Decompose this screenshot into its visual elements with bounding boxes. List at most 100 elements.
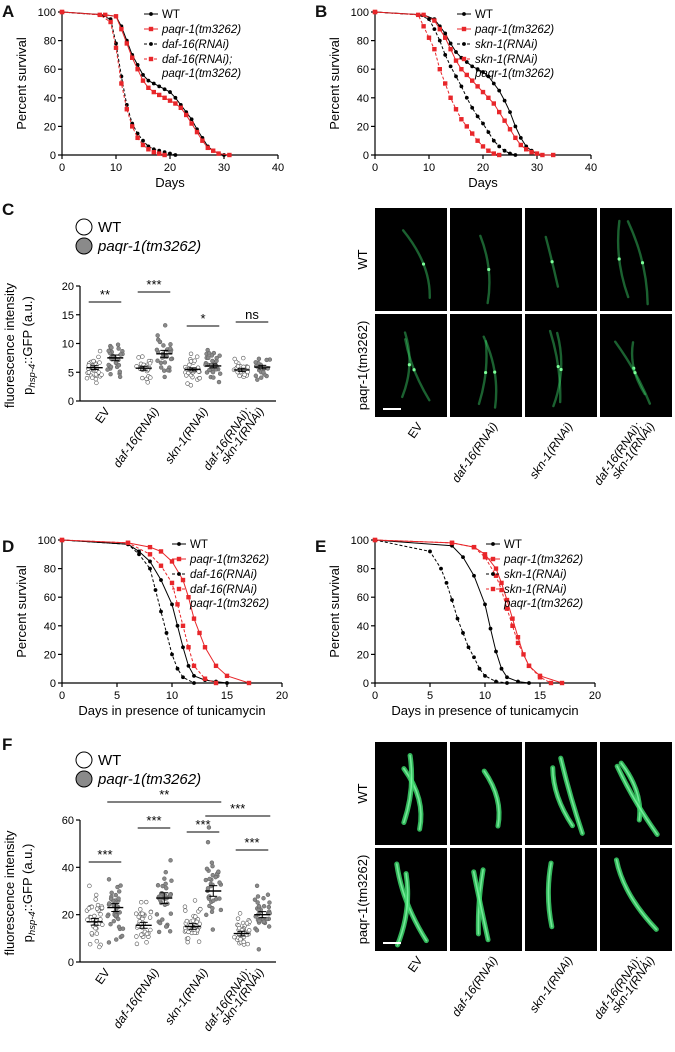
data-point <box>196 939 202 944</box>
data-point <box>513 124 518 129</box>
data-point <box>158 360 164 366</box>
data-point <box>182 904 188 909</box>
legend-label: WT <box>162 9 180 21</box>
y-tick-label: 20 <box>62 910 74 922</box>
data-point <box>453 58 459 63</box>
y-tick-label: 0 <box>50 678 56 690</box>
data-point <box>97 348 103 354</box>
data-point <box>148 909 154 915</box>
column-label: daf-16(RNAi) <box>449 954 501 1019</box>
data-point <box>148 559 152 564</box>
data-point <box>118 883 123 888</box>
data-point <box>443 53 448 57</box>
legend-label: WT <box>190 539 208 551</box>
data-point <box>494 679 498 684</box>
legend-label: skn-1(RNAi) <box>504 584 567 596</box>
data-point <box>256 903 262 909</box>
data-point <box>256 356 262 362</box>
data-point <box>497 152 502 158</box>
data-point <box>90 375 95 380</box>
data-point <box>205 886 211 891</box>
data-point <box>461 631 465 635</box>
data-point <box>194 354 200 359</box>
data-point <box>158 549 164 554</box>
data-point <box>505 675 509 680</box>
data-point <box>154 912 160 917</box>
legend-label: WT <box>98 752 121 769</box>
data-point <box>217 371 223 376</box>
data-point <box>185 939 190 945</box>
data-point <box>499 580 504 586</box>
legend-circle <box>75 218 93 236</box>
data-point <box>105 367 110 372</box>
category-label: skn-1(RNAi) <box>162 966 211 1028</box>
legend-marker <box>490 556 496 562</box>
data-point <box>59 537 65 543</box>
data-point <box>504 606 510 611</box>
data-point <box>192 358 197 363</box>
data-point <box>242 372 247 377</box>
data-point <box>116 916 121 922</box>
x-tick-label: 15 <box>221 690 233 702</box>
data-point <box>209 909 215 915</box>
data-point <box>169 559 175 564</box>
gfp-spot <box>493 370 497 374</box>
data-point <box>450 598 454 602</box>
column-label: daf-16(RNAi) <box>449 420 501 485</box>
data-point <box>493 566 499 571</box>
x-tick-label: 10 <box>479 690 491 702</box>
data-point <box>162 374 167 380</box>
legend-marker <box>462 42 466 46</box>
data-point <box>93 892 99 898</box>
data-point <box>464 124 469 129</box>
y-tick-label: 100 <box>38 535 56 547</box>
x-axis-title: Days in presence of tunicamycin <box>391 703 578 718</box>
data-point <box>237 373 242 379</box>
data-point <box>237 911 243 916</box>
x-tick-label: 40 <box>585 162 597 174</box>
data-point <box>475 138 480 143</box>
legend-marker <box>177 542 181 546</box>
data-point <box>59 9 65 15</box>
column-label: skn-1(RNAi) <box>527 420 576 482</box>
worm-highlight <box>559 757 584 835</box>
micrograph-tile <box>525 208 597 311</box>
data-point <box>178 105 183 111</box>
significance-label: ** <box>100 287 110 302</box>
data-point <box>108 922 113 927</box>
y-tick-label: 100 <box>351 535 369 547</box>
data-point <box>186 663 191 668</box>
gfp-spot <box>633 371 637 375</box>
data-point <box>86 363 91 368</box>
data-point <box>103 12 108 18</box>
data-point <box>204 912 209 918</box>
legend-label: skn-1(RNAi) <box>475 39 538 51</box>
data-point <box>92 913 97 919</box>
fluorescence-chart-c: WT paqr-1(tm3262) 0 5 10 15 20 fluorescence int… <box>2 218 276 473</box>
data-point <box>194 129 200 135</box>
data-point <box>85 917 90 922</box>
data-point <box>125 540 131 546</box>
data-point <box>481 70 485 74</box>
data-point <box>211 898 216 903</box>
data-point <box>94 931 100 936</box>
survival-chart-b: 0 20 40 60 80 100 0 10 20 30 40 Days Percent surviva… <box>327 7 597 190</box>
gfp-spot <box>556 364 560 369</box>
data-point <box>246 680 252 686</box>
y-tick-label: 40 <box>44 93 56 105</box>
data-point <box>210 927 216 932</box>
data-point <box>157 92 162 98</box>
data-point <box>207 903 212 909</box>
x-tick-label: 0 <box>372 690 378 702</box>
data-point <box>115 342 121 347</box>
data-point <box>486 130 491 135</box>
data-point <box>193 914 198 919</box>
data-point <box>164 354 170 359</box>
x-tick-label: 10 <box>166 690 178 702</box>
data-point <box>163 924 169 929</box>
data-point <box>113 892 118 898</box>
legend-label: paqr-1(tm3262) <box>503 598 583 610</box>
data-point <box>257 918 262 924</box>
data-point <box>449 540 455 546</box>
legend-label: daf-16(RNAi); <box>162 54 232 66</box>
